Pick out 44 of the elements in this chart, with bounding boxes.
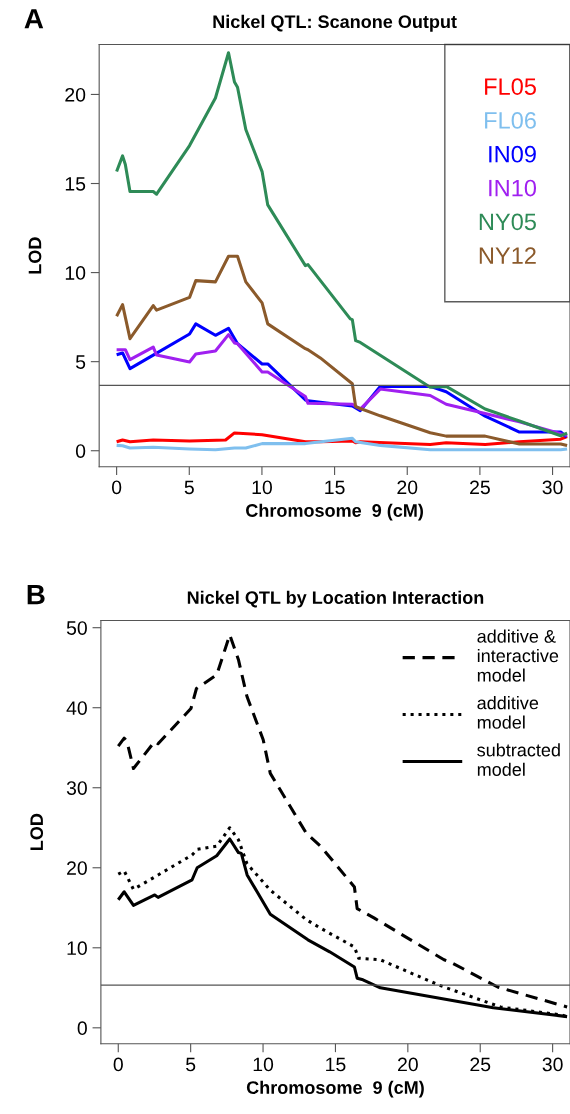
x-tick-label: 5 [184,480,194,495]
legend-label: additive model [477,696,539,729]
y-tick-label: 40 [66,701,87,715]
text: B [27,585,45,605]
x-tick-label: 5 [186,1057,196,1072]
x-tick-label: 25 [470,480,490,495]
x-tick-label: 0 [111,480,122,495]
x-tick-label: 20 [398,1057,418,1072]
x-tick-label: 20 [397,480,418,495]
y-tick-label: 10 [65,266,86,280]
x-tick-label: 30 [542,480,563,495]
x-axis-title: Chromosome 9 (cM) [246,1080,424,1098]
x-tick-label: 15 [326,1057,346,1072]
chart-title: Nickel QTL: Scanone Output [213,14,457,32]
text: A [24,9,44,29]
x-tick-label: 10 [253,1057,274,1072]
x-axis-title: Chromosome 9 (cM) [246,503,423,521]
x-tick-label: 10 [252,480,272,495]
y-tick-label: 0 [75,444,86,458]
x-tick-label: 30 [542,1057,563,1072]
text: FL06 [485,112,536,129]
text: NY12 [479,247,536,264]
legend-label: additive & interactive model [477,629,559,682]
y-tick-label: 20 [67,861,87,876]
text: NY05 [479,213,536,231]
y-tick-label: 20 [65,87,86,102]
y-axis-title: LOD [30,813,44,851]
x-tick-label: 15 [325,480,345,495]
y-tick-label: 5 [75,355,86,369]
x-tick-label: 25 [470,1057,491,1072]
text: IN09 [489,145,536,163]
y-tick-label: 15 [65,177,86,191]
y-tick-label: 30 [66,781,87,795]
x-tick-label: 0 [113,1057,123,1072]
y-tick-label: 10 [67,941,87,956]
chart-title: Nickel QTL by Location Interaction [187,590,484,608]
text: IN10 [489,179,537,197]
y-tick-label: 50 [66,621,87,635]
line-series [115,436,569,452]
line-series [115,51,569,438]
legend-label: subtracted model [477,743,560,776]
y-tick-label: 0 [77,1021,87,1036]
y-axis-title: LOD [28,237,42,274]
text: FL05 [485,78,536,95]
